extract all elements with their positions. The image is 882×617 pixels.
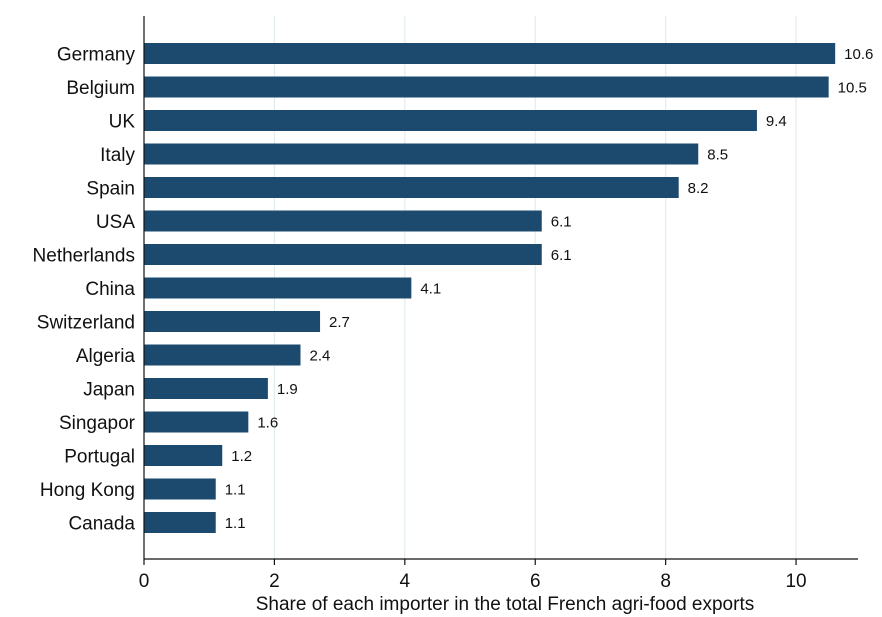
value-label: 1.2 <box>231 448 252 465</box>
category-label: Germany <box>57 45 136 66</box>
value-label: 1.1 <box>225 482 246 499</box>
category-label: USA <box>96 212 135 233</box>
value-label: 10.5 <box>838 80 867 97</box>
value-label: 6.1 <box>551 247 572 264</box>
category-label: Spain <box>86 179 135 200</box>
x-tick-label: 10 <box>785 571 806 592</box>
x-tick-label: 8 <box>660 571 671 592</box>
value-label: 6.1 <box>551 214 572 231</box>
bar <box>144 110 757 131</box>
value-label: 10.6 <box>844 46 873 63</box>
x-tick-label: 6 <box>530 571 541 592</box>
value-label: 9.4 <box>766 113 787 130</box>
bar <box>144 76 829 98</box>
bar <box>144 43 836 64</box>
category-label: Hong Kong <box>40 480 135 501</box>
bar <box>144 311 321 332</box>
axes <box>143 16 858 560</box>
grid-lines <box>273 16 797 559</box>
x-axis-title: Share of each importer in the total Fren… <box>256 594 754 615</box>
category-label: Algeria <box>76 346 136 367</box>
value-label: 1.9 <box>277 381 298 398</box>
category-label: Switzerland <box>37 313 135 334</box>
bar <box>144 478 216 500</box>
x-tick-label: 4 <box>400 571 411 592</box>
value-label: 8.5 <box>707 147 728 164</box>
category-label: Japan <box>83 380 135 401</box>
category-labels: Germany Belgium UK Italy Spain USA Netherlands… <box>33 45 136 535</box>
category-label: Portugal <box>64 447 135 468</box>
bar <box>144 143 699 165</box>
value-label: 4.1 <box>420 281 441 298</box>
value-labels: 10.6 10.5 9.4 8.5 8.2 6.1 6.1 4.1 2.7 2.4 1.9 1.6 1.… <box>225 46 874 532</box>
category-label: Belgium <box>66 78 135 99</box>
category-label: Italy <box>100 145 135 166</box>
value-label: 8.2 <box>688 180 709 197</box>
value-label: 2.4 <box>309 348 330 365</box>
category-label: China <box>85 279 135 300</box>
bar <box>144 378 268 399</box>
bar <box>144 411 249 433</box>
bar <box>144 244 542 265</box>
value-label: 2.7 <box>329 314 350 331</box>
bar <box>144 512 216 533</box>
value-label: 1.6 <box>257 415 278 432</box>
bar <box>144 210 542 232</box>
x-tick-label: 0 <box>139 571 150 592</box>
category-label: Canada <box>68 514 135 535</box>
bar <box>144 277 412 299</box>
value-label: 1.1 <box>225 515 246 532</box>
bars <box>144 43 836 533</box>
x-tick-label: 2 <box>269 571 280 592</box>
x-axis-ticks: 0 2 4 6 8 10 <box>139 559 807 592</box>
bar <box>144 177 679 198</box>
bar <box>144 445 223 466</box>
category-label: UK <box>109 112 136 133</box>
category-label: Netherlands <box>33 246 135 267</box>
bar <box>144 344 301 366</box>
category-label: Singapor <box>59 413 136 434</box>
